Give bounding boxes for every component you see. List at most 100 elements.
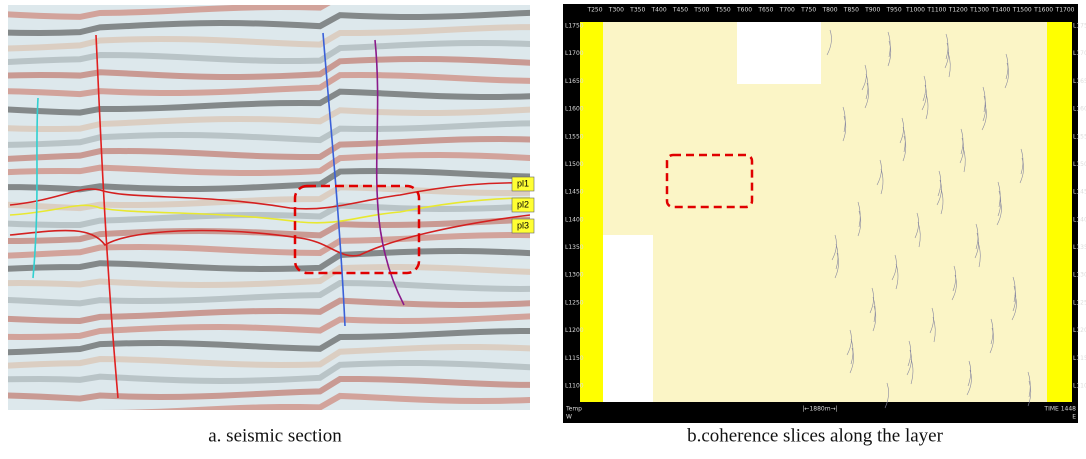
top-tick: T1100 — [926, 7, 946, 14]
right-tick: L1550 — [1073, 133, 1086, 140]
left-tick: L1450 — [565, 189, 584, 196]
streak — [1020, 148, 1024, 175]
streak — [857, 210, 862, 237]
seismic-band — [8, 232, 530, 259]
top-tick: T600 — [736, 7, 752, 14]
left-tick: L1700 — [565, 50, 584, 57]
seismic-band — [8, 71, 530, 98]
streak — [869, 287, 874, 314]
seismic-band — [8, 5, 331, 20]
seismic-band — [8, 328, 530, 356]
coherence-texture — [826, 29, 1032, 409]
top-tick: T1300 — [969, 7, 989, 14]
left-tick: L1250 — [565, 299, 584, 306]
slice-edge-right — [1047, 22, 1072, 402]
seismic-band — [8, 280, 530, 307]
horizon-label: pl2 — [517, 199, 529, 209]
top-tick: T950 — [886, 7, 902, 14]
left-tick: L1150 — [565, 355, 584, 362]
top-tick: T350 — [629, 7, 645, 14]
streak — [891, 254, 897, 281]
streak — [960, 128, 964, 155]
label-box — [511, 218, 535, 234]
slice-edge-left — [580, 22, 603, 402]
scale-label: |←1880m→| — [802, 406, 837, 413]
streak — [887, 40, 892, 67]
streak — [1004, 62, 1009, 89]
right-tick: L1150 — [1073, 355, 1086, 362]
top-tick: T1500 — [1012, 7, 1032, 14]
horizon-label: pl3 — [517, 220, 529, 230]
top-tick: T450 — [672, 7, 688, 14]
streak — [997, 190, 1002, 217]
label-box — [511, 176, 535, 192]
seismic-band — [8, 202, 530, 228]
streak — [945, 33, 949, 60]
bottom-label: TIME 1448 — [1043, 406, 1076, 413]
right-tick: L1350 — [1073, 244, 1086, 251]
right-tick: L1200 — [1073, 327, 1086, 334]
streak — [974, 232, 979, 259]
top-tick: T1700 — [1055, 7, 1075, 14]
right-tick: L1650 — [1073, 78, 1086, 85]
top-tick: T650 — [757, 7, 773, 14]
seismic-band — [8, 136, 530, 162]
slice-area — [603, 22, 1047, 402]
streak — [876, 159, 882, 186]
top-tick: T500 — [693, 7, 709, 14]
streak — [914, 212, 919, 239]
streak — [849, 347, 854, 374]
bottom-label: W — [566, 414, 572, 421]
left-tick: L1400 — [565, 216, 584, 223]
left-tick: L1500 — [565, 161, 584, 168]
left-tick: L1650 — [565, 78, 584, 85]
streak — [997, 181, 1001, 208]
streak — [967, 360, 972, 387]
seismic-band — [99, 392, 530, 410]
horizon-labels: pl1 pl2 pl3 — [511, 176, 535, 234]
streak — [959, 137, 964, 164]
left-tick: L1300 — [565, 272, 584, 279]
seismic-band — [8, 120, 530, 148]
right-tick: L1400 — [1073, 216, 1086, 223]
seismic-band — [8, 313, 530, 340]
caption: b.coherence slices along the layer — [687, 425, 944, 446]
right-tick: L1750 — [1073, 23, 1086, 30]
seismic-band — [8, 360, 530, 384]
left-tick: L1350 — [565, 244, 584, 251]
seismic-band — [8, 264, 530, 288]
streak — [831, 234, 837, 261]
streak — [887, 31, 891, 58]
streak — [1012, 285, 1017, 312]
seismic-band — [8, 39, 530, 66]
top-tick: T900 — [864, 7, 880, 14]
left-tick: L1100 — [565, 383, 584, 390]
streak — [1012, 276, 1016, 303]
interpretation — [9, 32, 530, 399]
label-box — [511, 197, 535, 213]
streak — [929, 307, 934, 334]
top-tick: T1600 — [1033, 7, 1053, 14]
right-tick: L1250 — [1073, 299, 1086, 306]
streak — [1027, 371, 1031, 398]
streak — [899, 117, 904, 144]
streak — [952, 265, 957, 292]
streak — [975, 223, 979, 250]
seismic-band — [8, 248, 530, 272]
streak — [826, 29, 832, 56]
top-tick: T800 — [821, 7, 837, 14]
top-tick: T700 — [779, 7, 795, 14]
streak — [944, 42, 949, 69]
seismic-band — [8, 106, 530, 132]
right-tick: L1300 — [1073, 272, 1086, 279]
left-tick: L1750 — [565, 23, 584, 30]
left-tick: L1550 — [565, 133, 584, 140]
slice-blank — [603, 235, 653, 402]
seismic-band — [8, 24, 530, 52]
right-tick: L1500 — [1073, 161, 1086, 168]
top-tick: T1200 — [948, 7, 968, 14]
streak — [834, 252, 839, 279]
streak — [872, 305, 877, 332]
streak — [1005, 53, 1009, 80]
